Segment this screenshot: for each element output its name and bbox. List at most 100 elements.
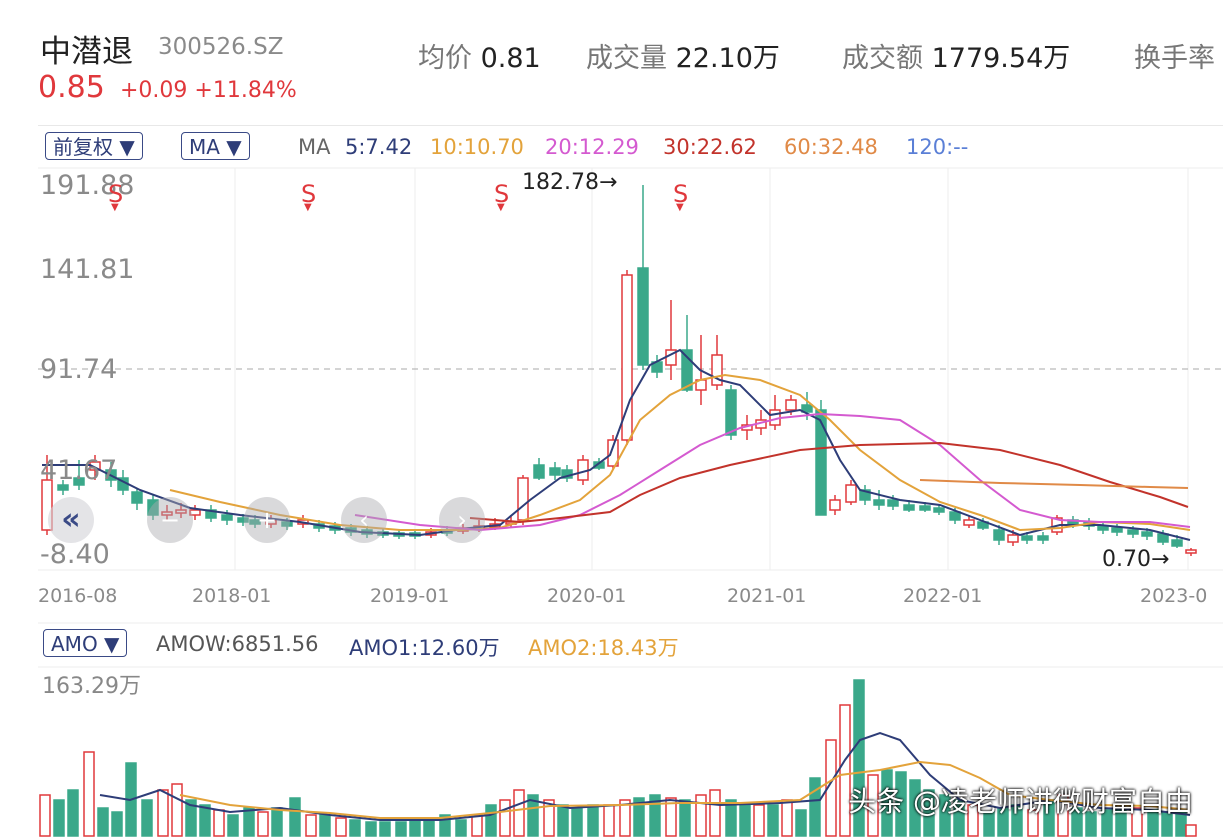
- volume-bar: [499, 799, 511, 837]
- volume-bar: [289, 797, 301, 837]
- volume-bar: [257, 811, 269, 837]
- price-tick: 91.74: [40, 354, 118, 385]
- watermark: 头条 @凌老师讲微财富自由: [848, 785, 1193, 818]
- scroll-left-icon[interactable]: «: [48, 497, 94, 543]
- zoom-in-icon[interactable]: +: [244, 497, 290, 543]
- sell-marker-label: S: [301, 180, 317, 208]
- ma-line: [354, 412, 1191, 532]
- volume-bar: [185, 799, 197, 837]
- volume-bar: [513, 789, 525, 837]
- stat-value: 1779.54万: [931, 43, 1071, 74]
- volume-bar: [809, 777, 821, 837]
- candle-body: [517, 477, 529, 521]
- candle-body: [873, 499, 885, 506]
- candle-body: [1157, 533, 1169, 543]
- candle-body: [249, 519, 261, 525]
- candle-body: [919, 505, 931, 511]
- high-price-label: 182.78→: [522, 170, 618, 195]
- volume-bar: [171, 783, 183, 837]
- current-price: 0.85: [38, 70, 105, 105]
- candle-body: [1185, 549, 1197, 554]
- volume-bar: [1185, 824, 1197, 837]
- candle-body: [131, 491, 143, 504]
- volume-bar: [271, 807, 283, 837]
- volume-bar: [909, 779, 921, 837]
- candle-body: [147, 499, 159, 516]
- chart-grid: [38, 125, 1223, 668]
- volume-bar: [97, 807, 109, 837]
- volume-bar: [853, 679, 865, 837]
- adjust-select[interactable]: 前复权 ▼: [45, 132, 143, 160]
- date-tick: 2018-01: [192, 585, 272, 607]
- candle-body: [57, 484, 69, 491]
- candle-body: [933, 507, 945, 513]
- volume-bar: [867, 774, 879, 837]
- volume-bar: [649, 794, 661, 837]
- candle-body: [533, 464, 545, 479]
- zoom-out-icon[interactable]: −: [147, 497, 193, 543]
- candle-body: [725, 389, 737, 436]
- volume-bar: [825, 739, 837, 837]
- stat-label: 成交量: [586, 43, 667, 74]
- stock-name: 中潜退: [40, 34, 133, 70]
- candle-body: [1171, 539, 1183, 547]
- chevron-down-icon: ▼: [226, 135, 242, 159]
- ma-line: [42, 348, 1191, 541]
- candle-body: [681, 349, 693, 391]
- candle-body: [859, 489, 871, 501]
- sell-marker[interactable]: S ▼: [494, 180, 510, 213]
- step-back-icon[interactable]: ‹: [341, 497, 387, 543]
- volume-indicator-select[interactable]: AMO ▼: [43, 629, 128, 657]
- candle-body: [593, 461, 605, 469]
- ma60-value: 60:32.48: [784, 135, 878, 159]
- volume-bar: [319, 814, 331, 837]
- ma-line: [169, 373, 1191, 532]
- candle-body: [175, 509, 187, 514]
- amo1-value: AMO1:12.60万: [349, 636, 500, 660]
- volume-bar: [983, 811, 995, 837]
- volume-bar: [199, 804, 211, 837]
- stock-code: 300526.SZ: [158, 34, 284, 60]
- volume-bar: [1085, 811, 1097, 837]
- candle-body: [801, 404, 813, 413]
- low-price-label: 0.70→: [1102, 547, 1170, 572]
- amow-value: AMOW:6851.56: [156, 632, 319, 656]
- step-forward-icon[interactable]: ›: [439, 497, 485, 543]
- volume-bar: [395, 821, 407, 837]
- volume-bar: [365, 821, 377, 837]
- volume-bar: [557, 804, 569, 837]
- sell-marker[interactable]: S ▼: [301, 180, 317, 213]
- ma120-value: 120:--: [906, 135, 969, 159]
- indicator-select-value: MA: [189, 135, 220, 159]
- volume-bar: [111, 811, 123, 837]
- ma-line: [469, 441, 1189, 524]
- volume-bar: [213, 809, 225, 837]
- price-change: +0.09 +11.84%: [120, 78, 297, 103]
- volume-bar: [439, 814, 451, 837]
- volume-bar: [67, 789, 79, 837]
- volume-bar: [485, 804, 497, 837]
- chevron-down-icon: ▼: [119, 135, 135, 159]
- volume-bar: [39, 794, 51, 837]
- change-amount: +0.09: [120, 78, 188, 103]
- volume-bar: [1071, 807, 1083, 837]
- volume-bar: [543, 799, 555, 837]
- price-tick: 191.88: [40, 170, 135, 201]
- volume-bar: [587, 804, 599, 837]
- sell-marker[interactable]: S ▼: [108, 180, 124, 213]
- candle-body: [607, 439, 619, 467]
- volume-bar: [795, 809, 807, 837]
- volume-bar: [409, 819, 421, 837]
- candle-body: [1007, 534, 1019, 543]
- volume-bar: [1175, 811, 1187, 837]
- indicator-select[interactable]: MA ▼: [181, 132, 250, 160]
- date-tick: 2021-01: [727, 585, 807, 607]
- candle-body: [1037, 535, 1049, 541]
- turnover-rate-stat: 换手率: [1134, 36, 1215, 75]
- sell-marker[interactable]: S ▼: [673, 180, 689, 213]
- stat-label: 均价: [418, 43, 472, 74]
- volume-bar: [665, 797, 677, 837]
- avg-price-stat: 均价 0.81: [418, 36, 541, 75]
- volume-bar: [1131, 807, 1143, 837]
